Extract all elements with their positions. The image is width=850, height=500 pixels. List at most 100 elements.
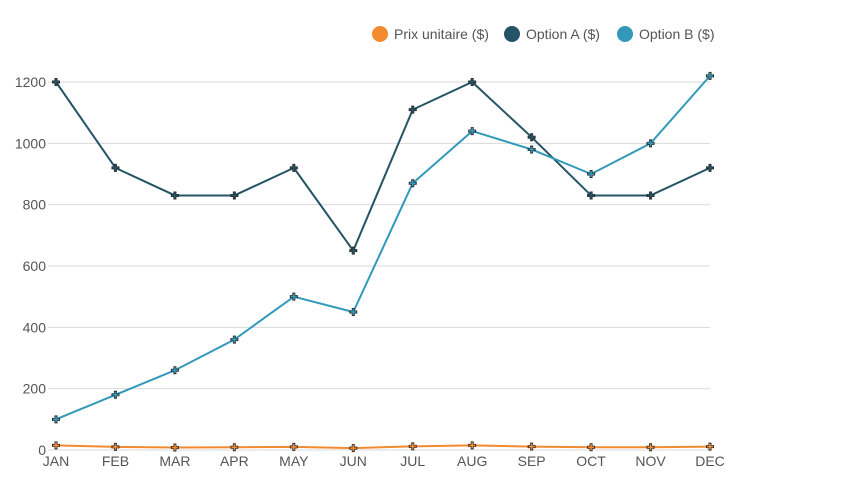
- data-point[interactable]: [289, 163, 298, 172]
- series-line: [55, 75, 711, 421]
- plus-marker-inner: [231, 192, 238, 199]
- plus-marker-inner: [528, 134, 535, 141]
- data-point[interactable]: [527, 133, 536, 142]
- plus-marker-inner: [588, 192, 595, 199]
- plus-marker-inner: [290, 164, 297, 171]
- data-point[interactable]: [706, 71, 714, 80]
- series-3: [52, 71, 714, 424]
- plus-marker-inner: [53, 442, 59, 449]
- series-line: [55, 81, 711, 252]
- x-tick-label: SEP: [518, 453, 546, 469]
- x-tick-label: APR: [220, 453, 249, 469]
- x-tick-label: MAR: [159, 453, 190, 469]
- gridlines: [48, 81, 710, 451]
- data-point[interactable]: [52, 415, 60, 424]
- data-point[interactable]: [646, 191, 655, 200]
- y-tick-label: 800: [23, 197, 47, 213]
- series-1: [52, 441, 714, 453]
- data-point[interactable]: [468, 127, 477, 136]
- y-axis: 0 200 400 600 800 1000 1200: [15, 74, 46, 458]
- plus-marker-inner: [53, 416, 59, 423]
- data-point[interactable]: [706, 163, 714, 172]
- data-point[interactable]: [230, 191, 239, 200]
- data-point[interactable]: [646, 443, 655, 452]
- legend-label: Option B ($): [639, 26, 714, 42]
- y-tick-label: 600: [23, 258, 47, 274]
- y-tick-label: 200: [23, 381, 47, 397]
- plus-marker-inner: [350, 445, 357, 452]
- x-tick-label: OCT: [576, 453, 606, 469]
- legend-swatch-icon: [372, 26, 388, 42]
- plus-marker-inner: [469, 442, 476, 449]
- x-tick-label: AUG: [457, 453, 487, 469]
- y-tick-label: 1200: [15, 74, 46, 90]
- x-tick-label: NOV: [635, 453, 666, 469]
- plus-marker-inner: [112, 443, 119, 450]
- legend-item[interactable]: Option B ($): [617, 26, 714, 42]
- x-tick-label: DEC: [695, 453, 725, 469]
- data-point[interactable]: [349, 308, 358, 316]
- series-line: [55, 444, 711, 450]
- plus-marker-inner: [647, 192, 654, 199]
- legend-swatch-icon: [504, 26, 520, 42]
- x-tick-label: MAY: [279, 453, 309, 469]
- y-tick-label: 400: [23, 319, 47, 335]
- data-point[interactable]: [170, 191, 179, 200]
- data-point[interactable]: [111, 442, 120, 451]
- data-point[interactable]: [230, 335, 239, 344]
- x-tick-label: FEB: [102, 453, 129, 469]
- data-point[interactable]: [170, 443, 179, 452]
- data-point[interactable]: [289, 292, 298, 301]
- data-point[interactable]: [52, 441, 60, 450]
- plus-marker-inner: [350, 309, 357, 315]
- data-point[interactable]: [408, 442, 417, 451]
- plus-marker-inner: [171, 192, 178, 199]
- data-point[interactable]: [587, 170, 596, 178]
- data-point[interactable]: [468, 78, 477, 86]
- plus-marker-inner: [528, 146, 535, 153]
- data-point[interactable]: [349, 444, 358, 453]
- data-point[interactable]: [289, 442, 298, 451]
- legend-label: Prix unitaire ($): [394, 26, 489, 42]
- data-point[interactable]: [527, 442, 536, 451]
- data-point[interactable]: [170, 366, 179, 375]
- data-point[interactable]: [527, 145, 536, 154]
- data-point[interactable]: [349, 246, 358, 255]
- data-point[interactable]: [646, 139, 655, 148]
- data-point[interactable]: [52, 78, 60, 86]
- plus-marker-inner: [409, 443, 416, 450]
- plus-marker-inner: [171, 444, 178, 451]
- legend-item[interactable]: Option A ($): [504, 26, 600, 42]
- plus-marker-inner: [409, 106, 416, 113]
- plus-marker-inner: [588, 171, 595, 177]
- plus-marker-inner: [53, 79, 59, 85]
- plus-marker-inner: [350, 247, 357, 254]
- plus-marker-inner: [112, 164, 119, 171]
- data-point[interactable]: [706, 442, 714, 451]
- data-point[interactable]: [468, 441, 477, 450]
- plus-marker-inner: [112, 391, 119, 398]
- data-point[interactable]: [111, 163, 120, 172]
- y-tick-label: 0: [38, 442, 46, 458]
- x-tick-label: JUL: [400, 453, 425, 469]
- plus-marker-inner: [707, 72, 713, 79]
- plus-marker-inner: [707, 443, 713, 450]
- series-lines: [52, 71, 714, 453]
- x-tick-label: JAN: [43, 453, 69, 469]
- data-point[interactable]: [587, 443, 596, 452]
- legend-swatch-icon: [617, 26, 633, 42]
- data-point[interactable]: [111, 390, 120, 399]
- data-point[interactable]: [408, 105, 417, 114]
- plus-marker-inner: [231, 336, 238, 343]
- plus-marker-inner: [469, 128, 476, 135]
- plus-marker-inner: [469, 79, 476, 85]
- plus-marker-inner: [588, 444, 595, 451]
- data-point[interactable]: [230, 443, 239, 452]
- legend: Prix unitaire ($) Option A ($) Option B ($…: [372, 26, 714, 42]
- plus-marker-inner: [290, 443, 297, 450]
- data-point[interactable]: [587, 191, 596, 200]
- data-point[interactable]: [408, 179, 417, 188]
- plus-marker-inner: [290, 293, 297, 300]
- legend-item[interactable]: Prix unitaire ($): [372, 26, 489, 42]
